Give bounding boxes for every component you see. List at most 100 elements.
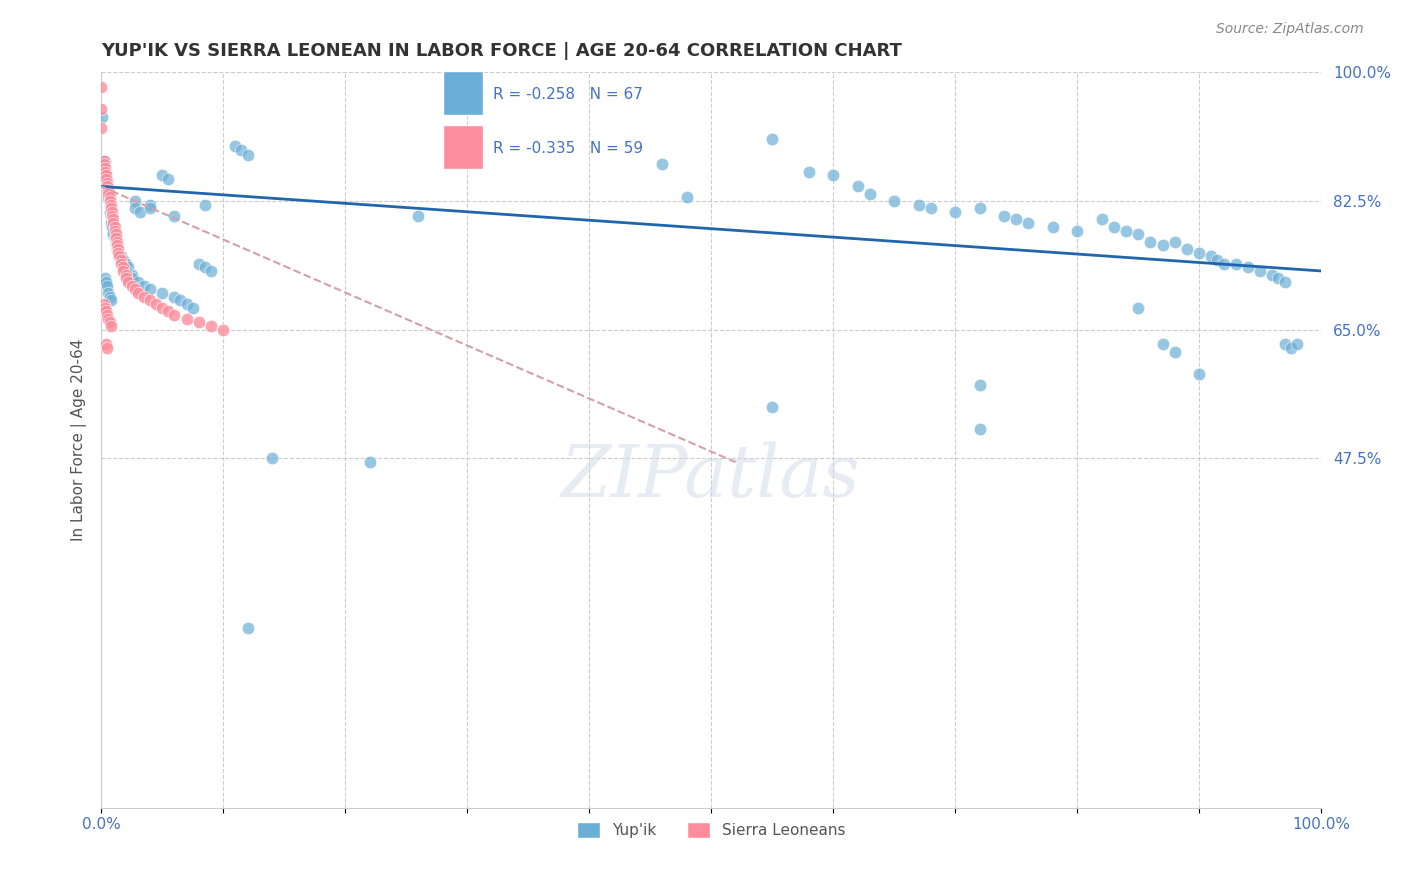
Sierra Leoneans [124,282,146,296]
Sierra Leoneans [93,297,115,311]
Yup'ik [150,169,173,183]
Sierra Leoneans [150,301,173,315]
Sierra Leoneans [94,304,117,318]
Yup'ik [96,278,118,293]
Yup'ik [110,249,132,263]
Sierra Leoneans [94,337,117,351]
Sierra Leoneans [104,227,127,242]
Yup'ik [1152,238,1174,252]
Yup'ik [1090,212,1112,227]
Yup'ik [1164,235,1187,249]
Yup'ik [139,198,162,212]
Yup'ik [1237,260,1260,275]
Yup'ik [969,378,991,392]
Yup'ik [1152,337,1174,351]
Yup'ik [121,271,143,285]
Yup'ik [1188,245,1211,260]
Sierra Leoneans [101,205,124,219]
Yup'ik [1066,223,1088,237]
Yup'ik [108,245,131,260]
Bar [443,125,484,169]
Yup'ik [91,110,114,124]
Yup'ik [176,297,198,311]
Sierra Leoneans [104,231,127,245]
Sierra Leoneans [139,293,162,308]
Sierra Leoneans [90,102,112,116]
Sierra Leoneans [100,198,122,212]
Yup'ik [98,205,121,219]
Yup'ik [121,268,143,282]
Legend: Yup'ik, Sierra Leoneans: Yup'ik, Sierra Leoneans [571,816,852,844]
Sierra Leoneans [96,308,118,322]
Yup'ik [1212,257,1234,271]
Yup'ik [1201,249,1223,263]
Yup'ik [236,148,259,162]
Yup'ik [94,164,117,178]
Yup'ik [1139,235,1161,249]
Yup'ik [943,205,966,219]
Sierra Leoneans [157,304,180,318]
Sierra Leoneans [200,319,222,334]
Sierra Leoneans [145,297,167,311]
Y-axis label: In Labor Force | Age 20-64: In Labor Force | Age 20-64 [72,339,87,541]
Sierra Leoneans [96,179,118,194]
Yup'ik [181,301,204,315]
Text: R = -0.335   N = 59: R = -0.335 N = 59 [494,141,644,156]
Yup'ik [127,275,149,289]
Yup'ik [117,260,139,275]
Yup'ik [132,278,155,293]
Yup'ik [1115,223,1137,237]
Yup'ik [124,202,146,216]
Sierra Leoneans [163,308,186,322]
Yup'ik [359,455,381,469]
Sierra Leoneans [103,219,125,234]
Yup'ik [1188,367,1211,381]
Yup'ik [408,209,430,223]
Yup'ik [124,194,146,208]
Yup'ik [98,198,121,212]
Yup'ik [846,179,869,194]
Yup'ik [94,275,117,289]
Yup'ik [96,172,118,186]
Yup'ik [1128,301,1150,315]
Yup'ik [651,157,673,171]
Yup'ik [859,186,882,201]
Yup'ik [1128,227,1150,242]
Yup'ik [104,235,127,250]
Yup'ik [163,290,186,304]
Yup'ik [1005,212,1028,227]
Sierra Leoneans [114,271,136,285]
Yup'ik [1249,264,1271,278]
Yup'ik [260,451,283,466]
Sierra Leoneans [176,311,198,326]
Sierra Leoneans [96,176,118,190]
Sierra Leoneans [94,164,117,178]
Sierra Leoneans [94,161,117,175]
Text: YUP'IK VS SIERRA LEONEAN IN LABOR FORCE | AGE 20-64 CORRELATION CHART: YUP'IK VS SIERRA LEONEAN IN LABOR FORCE … [101,42,903,60]
Yup'ik [236,621,259,635]
Yup'ik [112,252,135,267]
Yup'ik [194,198,217,212]
Yup'ik [1017,216,1039,230]
Yup'ik [200,264,222,278]
Yup'ik [907,198,929,212]
Yup'ik [1261,268,1284,282]
Sierra Leoneans [107,242,129,256]
Yup'ik [969,202,991,216]
Yup'ik [1279,341,1302,355]
Yup'ik [94,153,117,168]
Sierra Leoneans [112,264,135,278]
Yup'ik [96,179,118,194]
Sierra Leoneans [90,120,112,135]
Yup'ik [969,422,991,436]
Sierra Leoneans [103,223,125,237]
Yup'ik [100,209,122,223]
Yup'ik [103,231,125,245]
Yup'ik [97,190,120,204]
Yup'ik [101,219,124,234]
Yup'ik [103,223,125,237]
Yup'ik [675,190,697,204]
Sierra Leoneans [105,235,128,249]
Yup'ik [920,202,942,216]
Sierra Leoneans [132,290,155,304]
